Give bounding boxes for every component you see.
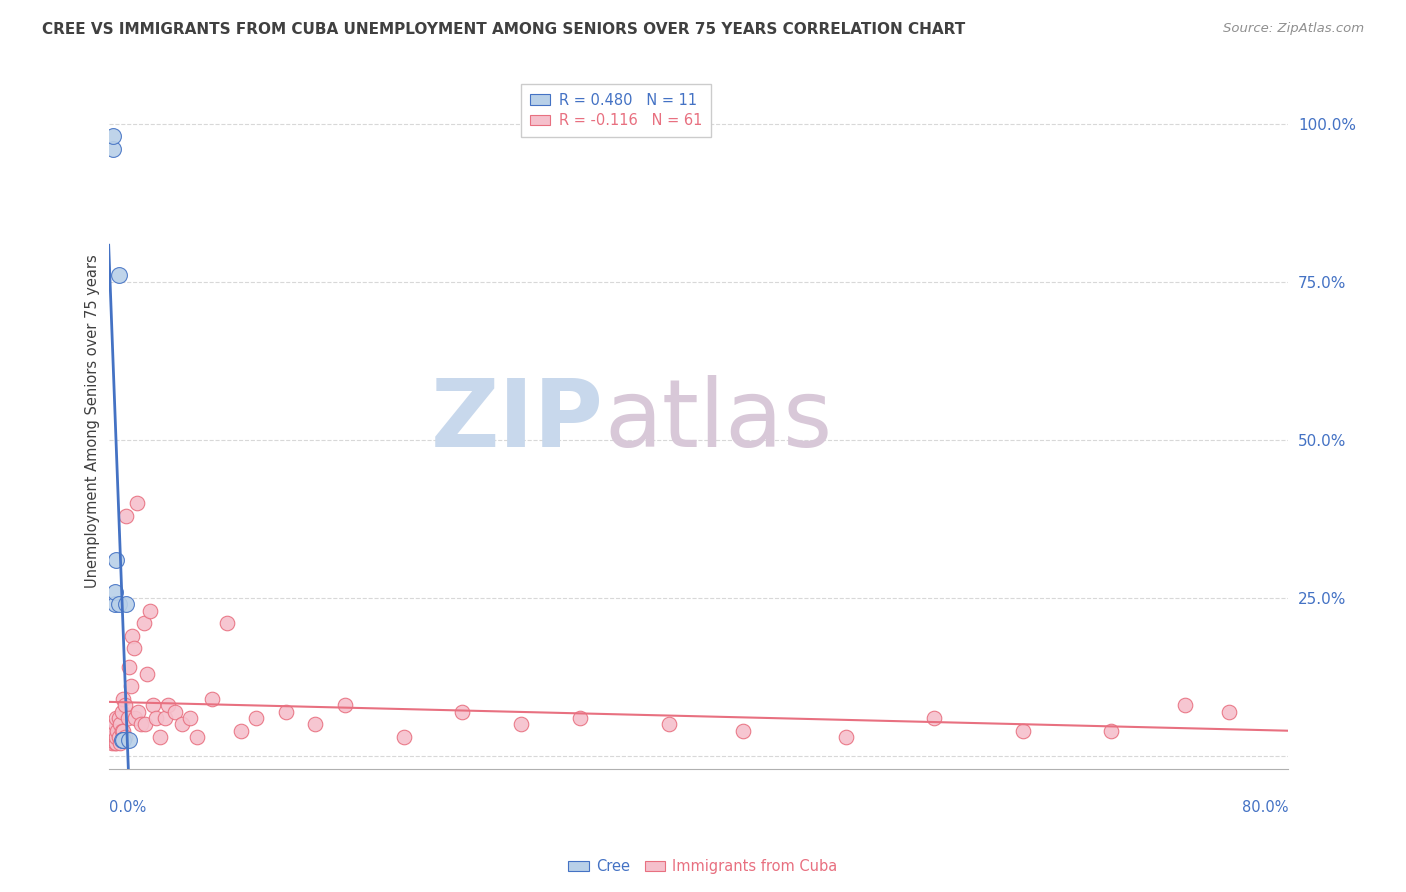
Point	[108, 268, 131, 283]
Point	[100, 736, 122, 750]
Point	[101, 723, 124, 738]
Text: ZIP: ZIP	[432, 375, 605, 467]
Text: 0.0%: 0.0%	[108, 800, 146, 815]
Legend: R = 0.480   N = 11, R = -0.116   N = 61: R = 0.480 N = 11, R = -0.116 N = 61	[520, 84, 711, 137]
Point	[108, 711, 131, 725]
Point	[922, 711, 945, 725]
Point	[1174, 698, 1197, 713]
Point	[111, 723, 134, 738]
Point	[149, 730, 172, 744]
Point	[139, 603, 162, 617]
Text: CREE VS IMMIGRANTS FROM CUBA UNEMPLOYMENT AMONG SENIORS OVER 75 YEARS CORRELATIO: CREE VS IMMIGRANTS FROM CUBA UNEMPLOYMEN…	[42, 22, 966, 37]
Point	[118, 660, 141, 674]
Point	[108, 597, 131, 611]
Point	[569, 711, 592, 725]
Point	[136, 666, 159, 681]
Point	[103, 584, 125, 599]
Point	[111, 705, 134, 719]
Point	[142, 698, 165, 713]
Point	[129, 717, 152, 731]
Point	[274, 705, 297, 719]
Point	[145, 711, 167, 725]
Text: Source: ZipAtlas.com: Source: ZipAtlas.com	[1223, 22, 1364, 36]
Point	[117, 711, 139, 725]
Point	[112, 692, 135, 706]
Point	[118, 733, 141, 747]
Point	[112, 733, 135, 747]
Legend: Cree, Immigrants from Cuba: Cree, Immigrants from Cuba	[562, 854, 844, 880]
Point	[201, 692, 224, 706]
Point	[103, 736, 125, 750]
Point	[101, 129, 124, 144]
Point	[105, 736, 128, 750]
Text: 80.0%: 80.0%	[1241, 800, 1288, 815]
Point	[110, 717, 132, 731]
Point	[112, 723, 135, 738]
Point	[125, 496, 148, 510]
Point	[156, 698, 179, 713]
Point	[304, 717, 326, 731]
Point	[101, 730, 124, 744]
Point	[333, 698, 356, 713]
Point	[127, 705, 149, 719]
Point	[115, 597, 138, 611]
Point	[101, 142, 124, 156]
Point	[153, 711, 176, 725]
Point	[110, 736, 132, 750]
Point	[111, 733, 134, 747]
Point	[172, 717, 194, 731]
Point	[1099, 723, 1122, 738]
Point	[114, 698, 136, 713]
Point	[451, 705, 474, 719]
Point	[215, 616, 238, 631]
Point	[122, 641, 145, 656]
Point	[1011, 723, 1033, 738]
Point	[105, 553, 128, 567]
Point	[392, 730, 415, 744]
Point	[510, 717, 533, 731]
Point	[163, 705, 186, 719]
Point	[121, 629, 143, 643]
Point	[179, 711, 201, 725]
Point	[835, 730, 858, 744]
Point	[731, 723, 754, 738]
Point	[103, 717, 125, 731]
Point	[105, 711, 128, 725]
Point	[108, 730, 131, 744]
Point	[105, 730, 128, 744]
Point	[124, 711, 146, 725]
Point	[120, 680, 142, 694]
Point	[186, 730, 208, 744]
Point	[115, 508, 138, 523]
Point	[114, 730, 136, 744]
Point	[658, 717, 681, 731]
Y-axis label: Unemployment Among Seniors over 75 years: Unemployment Among Seniors over 75 years	[86, 254, 100, 588]
Point	[1218, 705, 1240, 719]
Point	[132, 616, 155, 631]
Point	[107, 723, 129, 738]
Point	[103, 597, 125, 611]
Point	[245, 711, 267, 725]
Text: atlas: atlas	[605, 375, 832, 467]
Point	[231, 723, 253, 738]
Point	[134, 717, 156, 731]
